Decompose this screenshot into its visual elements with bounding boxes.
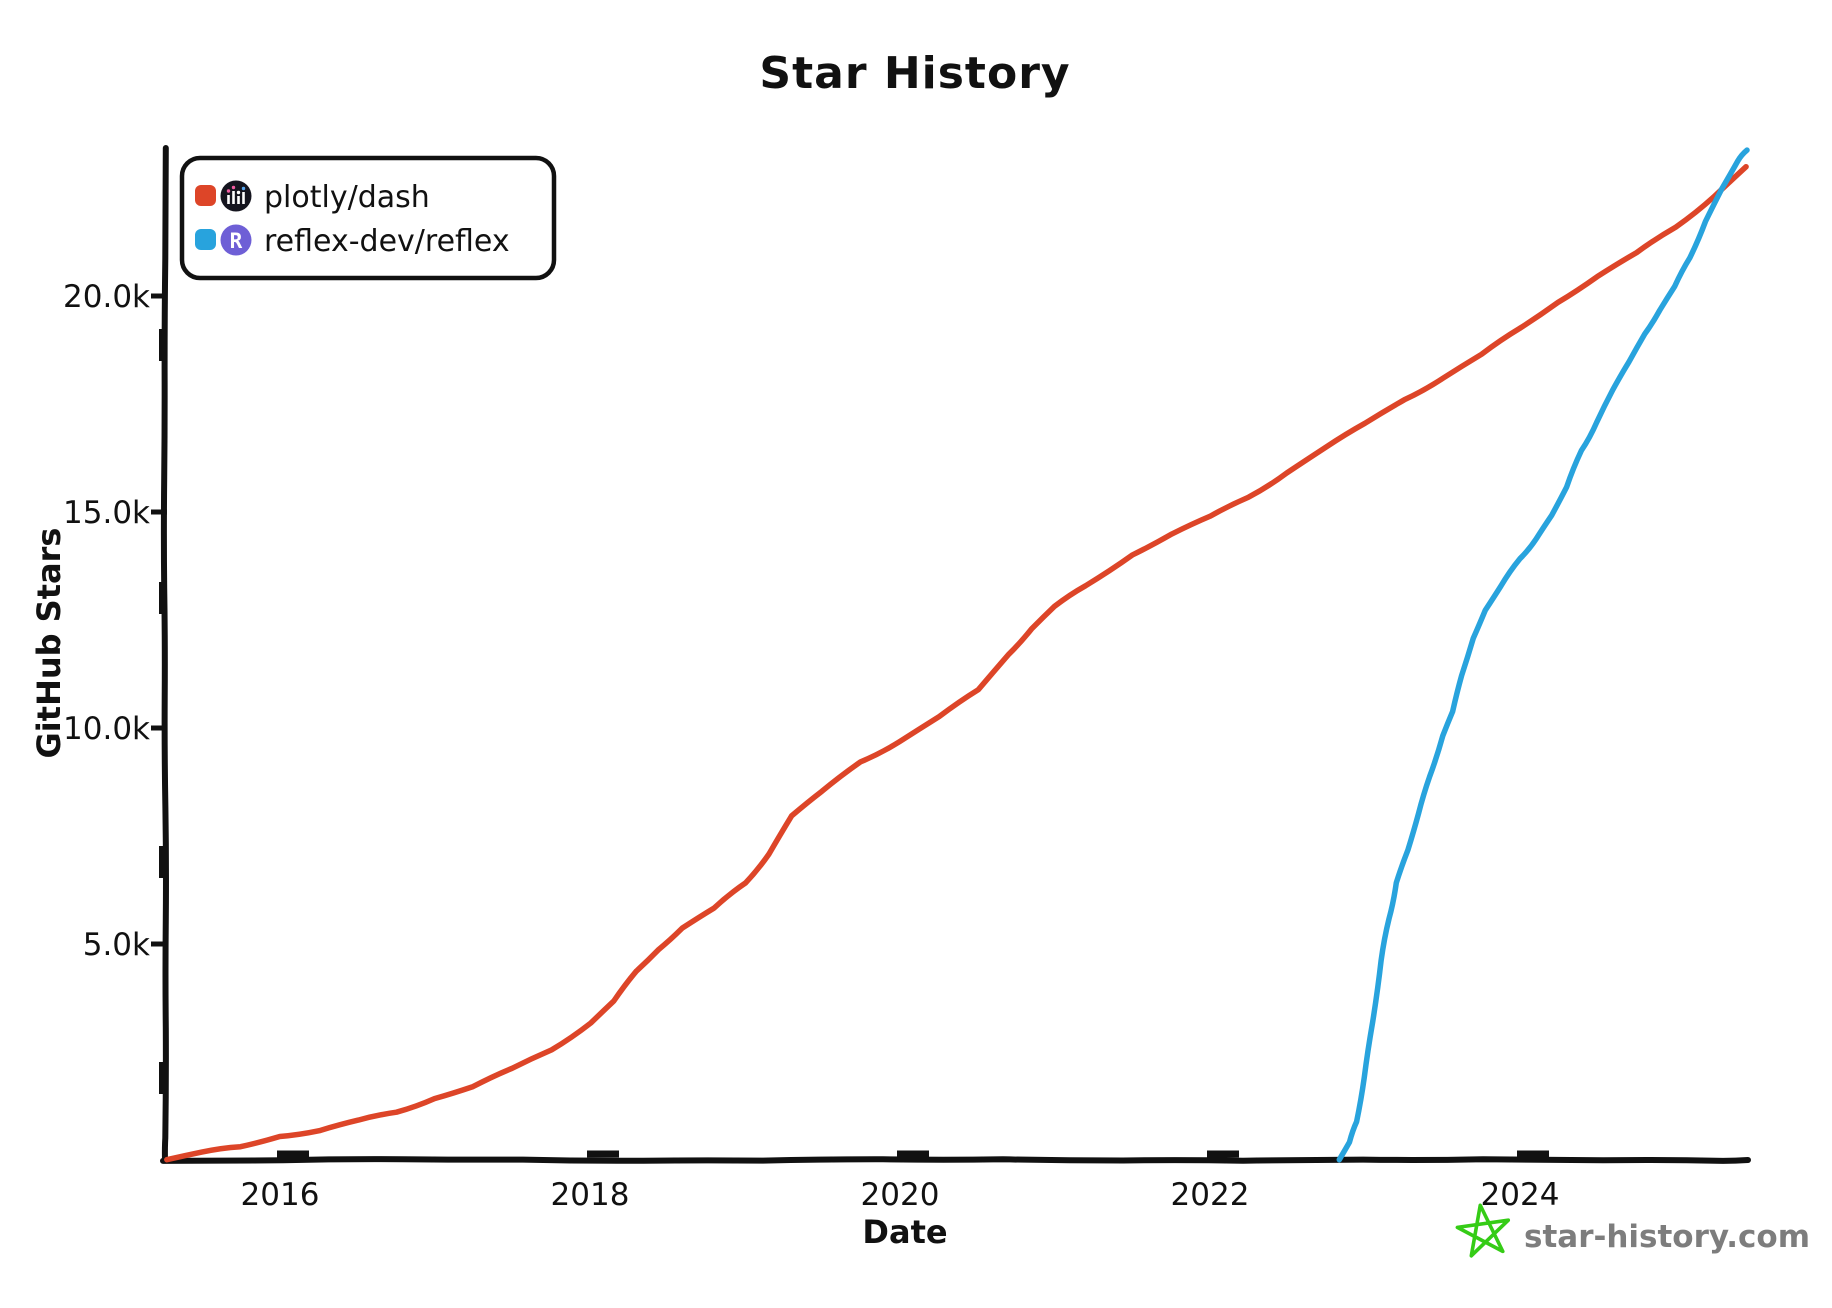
y-axis-title: GitHub Stars <box>30 528 68 759</box>
y-axis-ticks: 5.0k 10.0k 15.0k 20.0k <box>63 279 167 963</box>
reflex-logo-icon: R <box>220 224 252 256</box>
y-axis-line <box>160 145 169 1163</box>
x-tick-label: 2016 <box>241 1177 320 1213</box>
chart-title: Star History <box>759 48 1070 99</box>
x-tick-label: 2018 <box>551 1177 630 1213</box>
legend-box <box>179 155 557 281</box>
series-line-reflex-dev-reflex <box>1336 147 1750 1163</box>
data-series <box>164 147 1750 1163</box>
series-marker-red <box>195 185 216 206</box>
series-line-plotly-dash <box>164 163 1749 1163</box>
star-doodle-icon <box>1455 1203 1511 1258</box>
watermark: star-history.com <box>1455 1203 1810 1258</box>
legend-label-plotly-dash: plotly/dash <box>264 180 430 215</box>
y-tick-label: 5.0k <box>83 927 150 963</box>
legend-item-reflex: R reflex-dev/reflex <box>195 224 510 259</box>
axes <box>159 145 1751 1164</box>
series-marker-blue <box>195 229 216 250</box>
x-tick-label: 2022 <box>1171 1177 1250 1213</box>
plotly-logo-icon <box>220 180 252 212</box>
y-tick-label: 15.0k <box>63 495 150 531</box>
x-axis-title: Date <box>862 1213 947 1251</box>
x-axis-line <box>160 1156 1751 1164</box>
watermark-text: star-history.com <box>1524 1219 1810 1255</box>
x-tick-label: 2020 <box>861 1177 940 1213</box>
y-tick-label: 10.0k <box>63 711 150 747</box>
y-tick-label: 20.0k <box>63 279 150 315</box>
svg-text:R: R <box>230 229 243 253</box>
legend: plotly/dash R reflex-dev/reflex <box>179 155 557 281</box>
x-tick-label: 2024 <box>1481 1177 1560 1213</box>
legend-item-plotly-dash: plotly/dash <box>195 180 430 215</box>
legend-label-reflex: reflex-dev/reflex <box>264 224 510 259</box>
x-axis-ticks: 2016 2018 2020 2022 2024 <box>241 1150 1560 1213</box>
